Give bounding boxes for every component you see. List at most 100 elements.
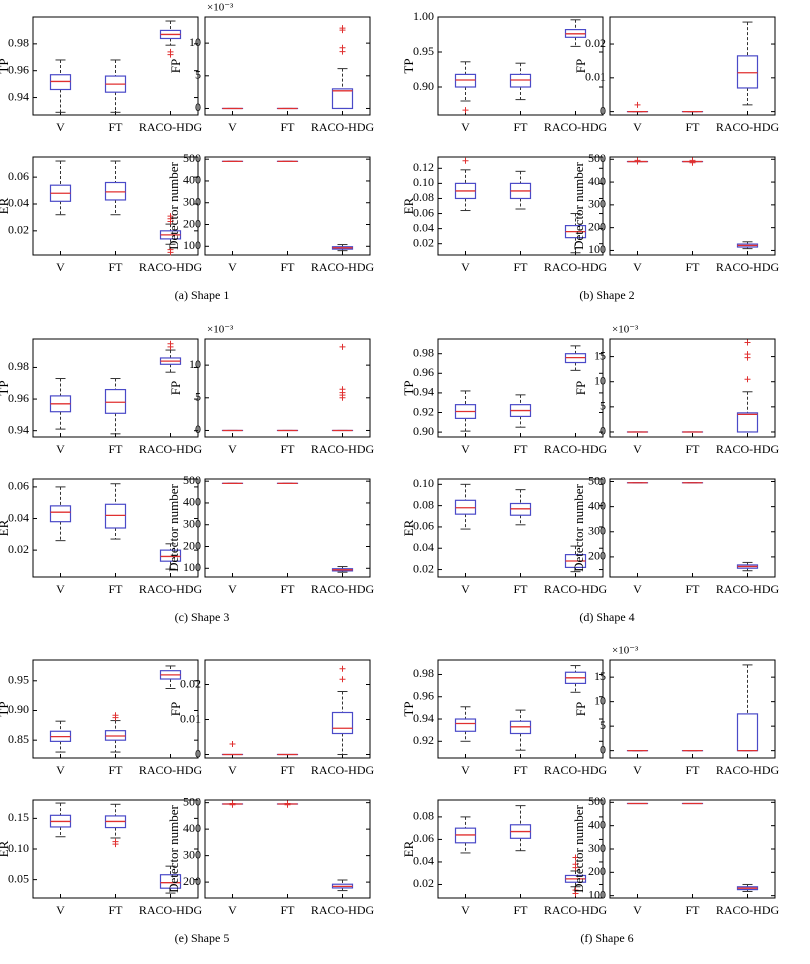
y-tick-label: 0.10 [413, 476, 434, 490]
y-tick-label: 0.95 [413, 44, 434, 58]
x-tick-label: RACO-HDG [139, 442, 203, 456]
y-tick-label: 500 [183, 151, 201, 165]
x-tick-label: RACO-HDG [716, 903, 780, 917]
y-tick-label: 0.08 [413, 190, 434, 204]
y-tick-label: 5 [195, 68, 201, 82]
y-tick-label: 500 [183, 794, 201, 808]
x-tick-label: FT [685, 582, 700, 596]
x-tick-label: RACO-HDG [544, 260, 608, 274]
y-tick-label: 0.02 [585, 36, 606, 50]
box-v [626, 157, 649, 165]
y-tick-label: 0.92 [413, 733, 434, 747]
x-tick-label: FT [513, 763, 528, 777]
box-ft [104, 59, 127, 113]
y-tick-label: 15 [594, 348, 606, 362]
x-tick-label: RACO-HDG [716, 442, 780, 456]
x-tick-label: FT [108, 260, 123, 274]
panel-caption: (d) Shape 4 [579, 610, 634, 624]
box-ft [509, 709, 532, 751]
x-tick-label: V [56, 582, 65, 596]
axis-exponent: ×10⁻³ [207, 324, 234, 336]
y-tick-label: 5 [195, 390, 201, 404]
plot-frame [204, 16, 371, 116]
box-raco-hdg [564, 345, 587, 371]
box-raco-hdg [159, 543, 182, 570]
y-tick-label: 0.96 [8, 62, 29, 76]
x-tick-label: RACO-HDG [311, 120, 375, 134]
y-tick-label: 400 [588, 174, 606, 188]
y-tick-label: 0.96 [8, 391, 29, 405]
y-axis-label: TP [401, 380, 416, 395]
box-ft [104, 160, 127, 216]
plot-frame [204, 659, 371, 759]
box-v [49, 59, 72, 113]
y-tick-label: 0.08 [413, 809, 434, 823]
x-tick-label: V [56, 442, 65, 456]
iqr-box [49, 505, 72, 523]
x-tick-label: FT [513, 120, 528, 134]
x-tick-label: RACO-HDG [544, 763, 608, 777]
y-axis-label: Detector number [166, 161, 181, 249]
box-raco-hdg [736, 21, 759, 106]
y-tick-label: 0.01 [180, 711, 201, 725]
box-ft [509, 170, 532, 210]
outlier-marker [744, 376, 751, 383]
panel-1: 0.94 0.96 0.98 TP V FT RACO-HDG 0 5 10 FP ×10⁻³ V FT R… [0, 2, 374, 302]
y-tick-label: 0.06 [413, 205, 434, 219]
y-tick-label: 0.02 [413, 876, 434, 890]
box-raco-hdg [159, 20, 182, 58]
panel-3: 0.94 0.96 0.98 TP V FT RACO-HDG 0 5 10 FP ×10⁻³ V FT R… [0, 324, 374, 624]
y-tick-label: 0.85 [8, 732, 29, 746]
subplot-tp: 0.94 0.96 0.98 TP V FT RACO-HDG [0, 16, 203, 134]
x-tick-label: FT [280, 442, 295, 456]
subplot-tp: 0.94 0.96 0.98 TP V FT RACO-HDG [0, 338, 203, 456]
y-tick-label: 10 [189, 357, 201, 371]
y-tick-label: 0.04 [8, 196, 29, 210]
x-tick-label: V [633, 260, 642, 274]
box-raco-hdg [564, 665, 587, 693]
y-tick-label: 10 [189, 35, 201, 49]
y-tick-label: 100 [183, 238, 201, 252]
iqr-box [736, 55, 759, 89]
x-tick-label: FT [513, 260, 528, 274]
y-tick-label: 15 [594, 669, 606, 683]
plot-frame [204, 338, 371, 438]
box-raco-hdg [736, 561, 759, 572]
box-raco-hdg [564, 545, 587, 573]
y-tick-label: 0.95 [8, 673, 29, 687]
x-tick-label: RACO-HDG [139, 120, 203, 134]
y-tick-label: 300 [588, 197, 606, 211]
outlier-marker [744, 351, 751, 358]
iqr-box [331, 711, 354, 735]
y-tick-label: 0 [195, 100, 201, 114]
y-tick-label: 200 [183, 874, 201, 888]
y-axis-label: FP [573, 59, 588, 73]
x-tick-label: V [228, 582, 237, 596]
y-tick-label: 0 [600, 424, 606, 438]
panel-5: 0.85 0.90 0.95 TP V FT RACO-HDG 0 0.01 0.02 FP V FT R… [0, 659, 375, 945]
y-axis-label: Detector number [571, 804, 586, 892]
iqr-box [104, 181, 127, 201]
y-tick-label: 400 [183, 495, 201, 509]
outlier-marker [462, 107, 469, 114]
subplot-er: 0.02 0.04 0.06 0.08 ER V FT RACO-HDG [401, 799, 607, 917]
x-tick-label: FT [280, 763, 295, 777]
subplot-er: 0.02 0.04 0.06 ER V FT RACO-HDG [0, 156, 203, 274]
y-tick-label: 0.12 [413, 160, 434, 174]
subplot-er: 0.020.040.060.080.100.12 ER V FT RACO-HDG [401, 156, 608, 274]
y-tick-label: 0.06 [413, 519, 434, 533]
y-tick-label: 0.01 [585, 70, 606, 84]
outlier-marker [339, 25, 346, 32]
box-v [626, 101, 649, 113]
y-tick-label: 5 [600, 718, 606, 732]
y-axis-label: Detector number [571, 483, 586, 571]
plot-frame [204, 478, 371, 578]
x-tick-label: FT [685, 120, 700, 134]
x-tick-label: RACO-HDG [139, 260, 203, 274]
y-tick-label: 0.02 [8, 223, 29, 237]
